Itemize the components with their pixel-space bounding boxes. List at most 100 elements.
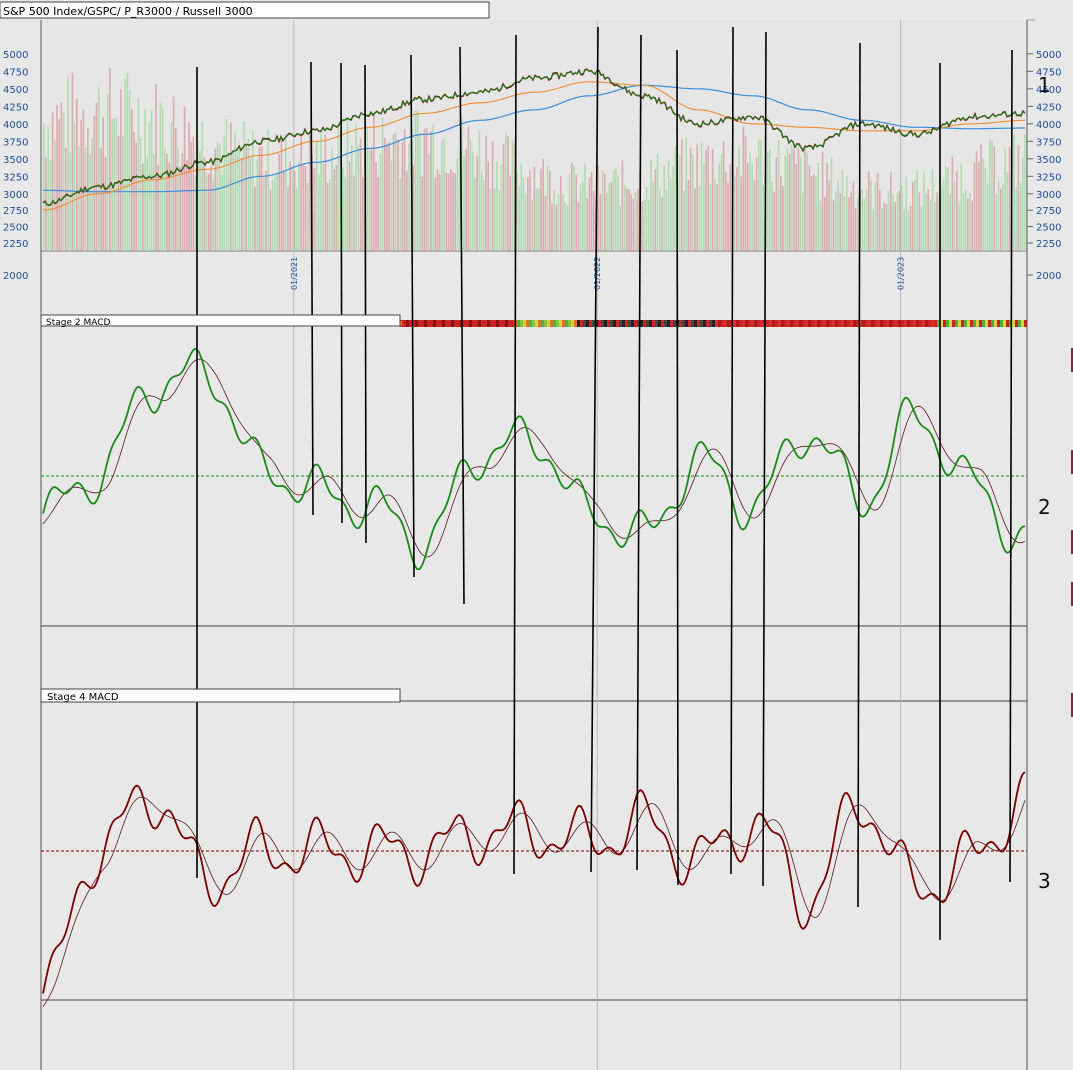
volume-bar xyxy=(560,176,562,251)
signal-cell xyxy=(973,320,976,327)
volume-bar xyxy=(584,163,586,251)
volume-bar xyxy=(447,173,450,251)
volume-bar xyxy=(927,189,929,251)
volume-bar xyxy=(80,119,82,251)
volume-bar xyxy=(274,176,276,251)
volume-bar xyxy=(293,170,296,251)
volume-bar xyxy=(958,203,960,251)
volume-bar xyxy=(386,143,388,251)
volume-bar xyxy=(707,145,709,251)
volume-bar xyxy=(861,189,863,251)
signal-cell xyxy=(865,320,868,327)
annotation-line xyxy=(590,26,599,873)
volume-bar xyxy=(315,141,318,251)
signal-cell xyxy=(988,320,991,327)
volume-bar xyxy=(969,193,971,251)
volume-bar xyxy=(373,114,375,251)
signal-cell xyxy=(814,320,817,327)
volume-bar xyxy=(205,173,208,251)
signal-cell xyxy=(1006,320,1009,327)
annotation-line xyxy=(636,34,642,871)
volume-bar xyxy=(964,190,967,251)
volume-bar xyxy=(725,171,727,251)
volume-bar xyxy=(1017,145,1020,251)
signal-cell xyxy=(589,320,592,327)
volume-bar xyxy=(703,163,705,251)
signal-cell xyxy=(823,320,826,327)
signal-cell xyxy=(880,320,883,327)
signal-cell xyxy=(544,320,547,327)
volume-bar xyxy=(617,175,619,251)
volume-bar xyxy=(463,156,465,251)
volume-bar xyxy=(544,196,547,251)
signal-cell xyxy=(493,320,496,327)
volume-bar xyxy=(282,170,285,251)
volume-bar xyxy=(804,146,806,251)
volume-bar xyxy=(672,166,674,251)
signal-cell xyxy=(541,320,544,327)
volume-bar xyxy=(615,168,617,251)
y-tick-label-right: 4000 xyxy=(1036,120,1061,131)
volume-bar xyxy=(395,132,397,251)
volume-bar xyxy=(848,197,850,251)
volume-bar xyxy=(852,180,855,251)
volume-bar xyxy=(421,176,423,251)
signal-cell xyxy=(502,320,505,327)
signal-cell xyxy=(919,320,922,327)
volume-bar xyxy=(549,170,551,251)
volume-bar xyxy=(632,198,635,251)
volume-bar xyxy=(221,174,223,251)
volume-bar xyxy=(509,175,511,251)
signal-cell xyxy=(757,320,760,327)
volume-bar xyxy=(148,122,151,251)
signal-cell xyxy=(448,320,451,327)
volume-bar xyxy=(692,154,694,251)
volume-bar xyxy=(813,174,815,251)
signal-cell xyxy=(868,320,871,327)
volume-bar xyxy=(788,154,791,251)
volume-bar xyxy=(773,191,775,251)
volume-bar xyxy=(529,170,531,251)
volume-bar xyxy=(430,131,432,251)
volume-bar xyxy=(392,134,395,251)
signal-cell xyxy=(913,320,916,327)
signal-cell xyxy=(979,320,982,327)
signal-cell xyxy=(601,320,604,327)
y-tick-label-right: 3750 xyxy=(1036,137,1061,148)
signal-cell xyxy=(796,320,799,327)
signal-cell xyxy=(772,320,775,327)
volume-bar xyxy=(461,115,463,252)
signal-cell xyxy=(862,320,865,327)
volume-bar xyxy=(62,112,65,252)
signal-cell xyxy=(805,320,808,327)
volume-bar xyxy=(997,180,1000,251)
signal-cell xyxy=(406,320,409,327)
signal-cell xyxy=(727,320,730,327)
volume-bar xyxy=(780,176,782,251)
volume-bar xyxy=(835,191,837,251)
volume-bar xyxy=(381,117,384,251)
volume-bar xyxy=(909,205,912,251)
volume-bar xyxy=(298,162,300,251)
signal-cell xyxy=(916,320,919,327)
panel-number-3: 3 xyxy=(1038,869,1051,893)
volume-bar xyxy=(304,166,307,251)
volume-bar xyxy=(443,138,445,251)
volume-bar xyxy=(760,140,762,251)
ma-long-line xyxy=(43,84,1025,193)
signal-cell xyxy=(775,320,778,327)
volume-bar xyxy=(1002,184,1004,251)
volume-bar xyxy=(714,178,716,251)
volume-bar xyxy=(538,188,540,251)
volume-bar xyxy=(54,140,56,251)
signal-cell xyxy=(520,320,523,327)
signal-cell xyxy=(715,320,718,327)
volume-bar xyxy=(249,155,252,251)
volume-bar xyxy=(309,135,311,251)
volume-bar xyxy=(839,193,841,251)
signal-cell xyxy=(784,320,787,327)
signal-cell xyxy=(898,320,901,327)
volume-bar xyxy=(973,162,976,251)
volume-bar xyxy=(458,147,461,251)
volume-bar xyxy=(793,149,795,251)
